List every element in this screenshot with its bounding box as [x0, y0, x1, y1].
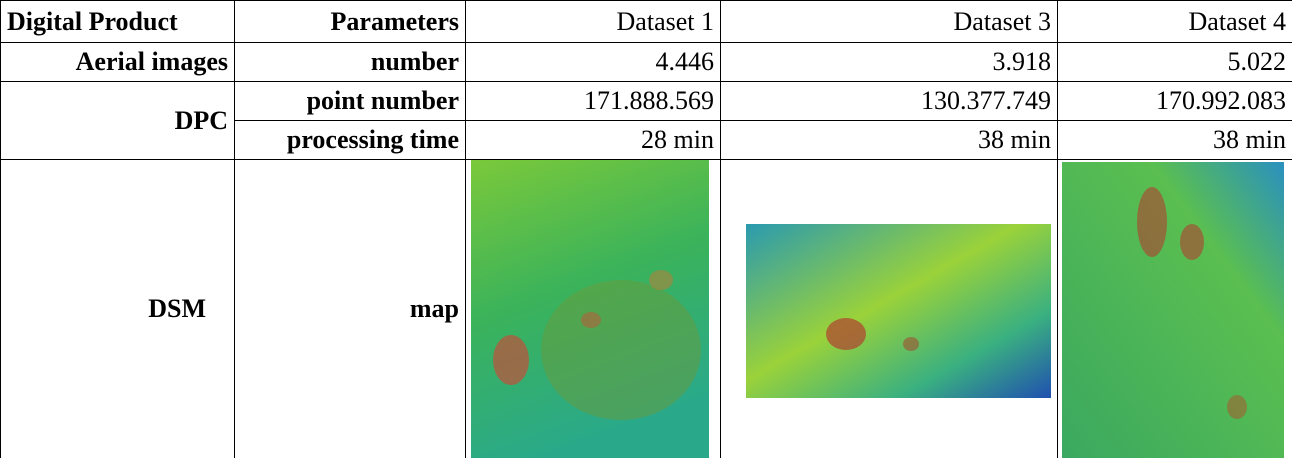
- cell: 5.022: [1057, 42, 1292, 82]
- row: DPC point number 171.888.569 130.377.749…: [0, 81, 1292, 160]
- dsm-map: [746, 224, 1051, 398]
- cell: number: [234, 42, 466, 82]
- dsm-map: [471, 160, 709, 458]
- image-cell: [465, 159, 721, 458]
- cell: DPC: [0, 81, 235, 160]
- header-cell: Dataset 1: [465, 0, 721, 43]
- dsm-map: [1062, 162, 1284, 458]
- cell: 28 min: [465, 120, 721, 160]
- cell: DSM: [0, 159, 235, 458]
- cell: 3.918: [720, 42, 1058, 82]
- row: DSM map: [0, 159, 1292, 458]
- cell: 170.992.083: [1057, 81, 1292, 121]
- image-cell: [1057, 159, 1292, 458]
- header-cell: Dataset 3: [720, 0, 1058, 43]
- header-cell: Digital Product: [0, 0, 235, 43]
- header-cell: Parameters: [234, 0, 466, 43]
- cell: Aerial images: [0, 42, 235, 82]
- cell: point number: [234, 81, 466, 121]
- row: Aerial images number 4.446 3.918 5.022: [0, 42, 1292, 82]
- header-row: Digital Product Parameters Dataset 1 Dat…: [0, 0, 1292, 43]
- cell: 38 min: [720, 120, 1058, 160]
- cell: processing time: [234, 120, 466, 160]
- cell: 38 min: [1057, 120, 1292, 160]
- image-cell: [720, 159, 1058, 458]
- cell: map: [234, 159, 466, 458]
- header-cell: Dataset 4: [1057, 0, 1292, 43]
- cell: 130.377.749: [720, 81, 1058, 121]
- cell: 171.888.569: [465, 81, 721, 121]
- row: processing time 28 min 38 min 38 min: [1, 120, 1292, 160]
- cell: 4.446: [465, 42, 721, 82]
